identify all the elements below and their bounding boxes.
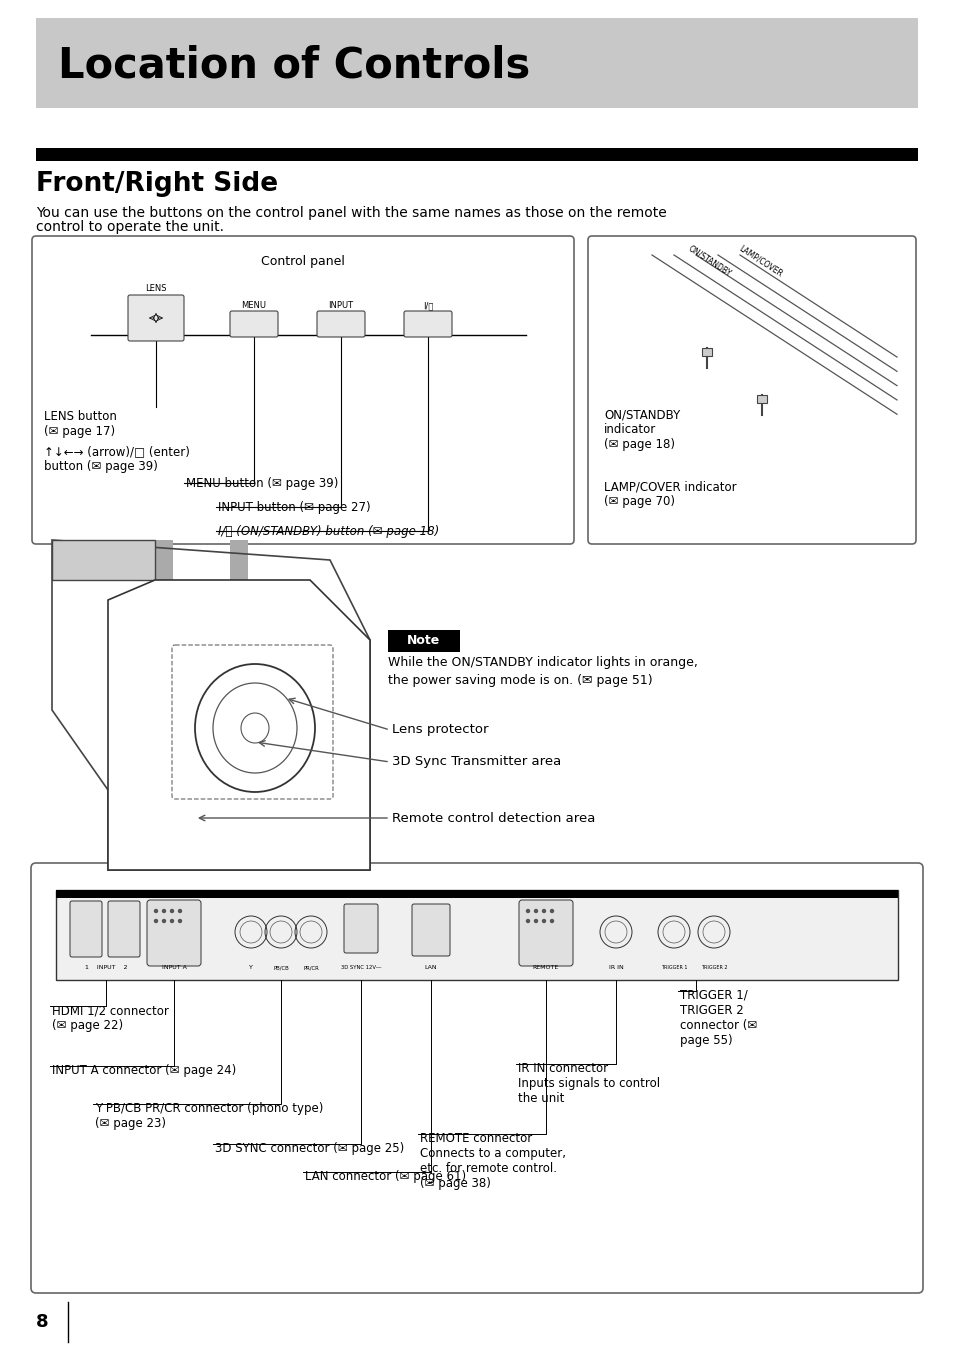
Text: PR/CR: PR/CR	[303, 965, 318, 969]
Text: I/⏻ (ON/STANDBY) button (✉ page 18): I/⏻ (ON/STANDBY) button (✉ page 18)	[218, 525, 438, 538]
Circle shape	[550, 919, 553, 922]
Circle shape	[154, 910, 157, 913]
Text: LENS button
(✉ page 17): LENS button (✉ page 17)	[44, 410, 117, 438]
Text: INPUT A: INPUT A	[161, 965, 186, 969]
Text: IR IN: IR IN	[608, 965, 622, 969]
Text: 3D SYNC 12V―: 3D SYNC 12V―	[340, 965, 381, 969]
Text: Remote control detection area: Remote control detection area	[392, 811, 595, 825]
FancyBboxPatch shape	[70, 900, 102, 957]
Bar	[701, 347, 711, 356]
Text: Front/Right Side: Front/Right Side	[36, 170, 278, 197]
Text: Lens protector: Lens protector	[392, 723, 488, 737]
Text: ON/STANDBY
indicator
(✉ page 18): ON/STANDBY indicator (✉ page 18)	[603, 408, 679, 452]
Text: 1    INPUT    2: 1 INPUT 2	[85, 965, 127, 969]
Text: INPUT: INPUT	[328, 301, 354, 310]
Text: 3D SYNC connector (✉ page 25): 3D SYNC connector (✉ page 25)	[214, 1142, 404, 1155]
Text: LAN connector (✉ page 61): LAN connector (✉ page 61)	[305, 1169, 466, 1183]
Bar	[36, 18, 917, 108]
Text: ON/STANDBY: ON/STANDBY	[686, 243, 733, 279]
Text: IR IN connector
Inputs signals to control
the unit: IR IN connector Inputs signals to contro…	[517, 1063, 659, 1105]
Text: Note: Note	[407, 634, 440, 648]
FancyBboxPatch shape	[344, 904, 377, 953]
Circle shape	[154, 919, 157, 922]
Text: INPUT button (✉ page 27): INPUT button (✉ page 27)	[218, 502, 370, 514]
FancyBboxPatch shape	[412, 904, 450, 956]
Bar	[757, 395, 766, 403]
Polygon shape	[52, 539, 154, 580]
Circle shape	[162, 910, 165, 913]
Bar	[388, 630, 459, 652]
Polygon shape	[108, 580, 370, 869]
FancyBboxPatch shape	[32, 237, 574, 544]
FancyBboxPatch shape	[128, 295, 184, 341]
Circle shape	[162, 919, 165, 922]
FancyBboxPatch shape	[403, 311, 452, 337]
Circle shape	[171, 919, 173, 922]
Text: Y: Y	[249, 965, 253, 969]
Circle shape	[550, 910, 553, 913]
Text: Location of Controls: Location of Controls	[58, 45, 530, 87]
Text: 8: 8	[36, 1313, 49, 1330]
Text: You can use the buttons on the control panel with the same names as those on the: You can use the buttons on the control p…	[36, 206, 666, 220]
Circle shape	[542, 919, 545, 922]
Text: control to operate the unit.: control to operate the unit.	[36, 220, 224, 234]
FancyBboxPatch shape	[316, 311, 365, 337]
Circle shape	[526, 919, 529, 922]
Text: LAMP/COVER indicator
(✉ page 70): LAMP/COVER indicator (✉ page 70)	[603, 480, 736, 508]
Text: ↑↓←→ (arrow)/□ (enter)
button (✉ page 39): ↑↓←→ (arrow)/□ (enter) button (✉ page 39…	[44, 445, 190, 473]
Text: MENU button (✉ page 39): MENU button (✉ page 39)	[186, 477, 338, 489]
Bar	[154, 539, 172, 860]
Bar	[230, 539, 248, 860]
Circle shape	[178, 919, 181, 922]
Bar	[36, 147, 917, 161]
Bar	[56, 890, 897, 980]
Text: REMOTE: REMOTE	[533, 965, 558, 969]
Text: LENS: LENS	[145, 284, 167, 293]
Text: TRIGGER 1: TRIGGER 1	[660, 965, 686, 969]
Text: I/⏻: I/⏻	[422, 301, 433, 310]
Circle shape	[534, 919, 537, 922]
Text: REMOTE connector
Connects to a computer,
etc. for remote control.
(✉ page 38): REMOTE connector Connects to a computer,…	[419, 1132, 565, 1190]
Text: LAMP/COVER: LAMP/COVER	[737, 243, 783, 279]
Text: While the ON/STANDBY indicator lights in orange,
the power saving mode is on. (✉: While the ON/STANDBY indicator lights in…	[388, 656, 698, 687]
FancyBboxPatch shape	[108, 900, 140, 957]
FancyBboxPatch shape	[230, 311, 277, 337]
Text: PB/CB: PB/CB	[273, 965, 289, 969]
Bar	[56, 890, 897, 898]
Circle shape	[534, 910, 537, 913]
FancyBboxPatch shape	[147, 900, 201, 965]
Text: Control panel: Control panel	[261, 256, 345, 269]
Text: LAN: LAN	[424, 965, 436, 969]
FancyBboxPatch shape	[587, 237, 915, 544]
Circle shape	[178, 910, 181, 913]
Text: 3D Sync Transmitter area: 3D Sync Transmitter area	[392, 756, 560, 768]
Text: Y PB/CB PR/CR connector (phono type)
(✉ page 23): Y PB/CB PR/CR connector (phono type) (✉ …	[95, 1102, 323, 1130]
Text: INPUT A connector (✉ page 24): INPUT A connector (✉ page 24)	[52, 1064, 236, 1078]
Circle shape	[526, 910, 529, 913]
Text: HDMI 1/2 connector
(✉ page 22): HDMI 1/2 connector (✉ page 22)	[52, 1005, 169, 1032]
FancyBboxPatch shape	[30, 863, 923, 1293]
Text: TRIGGER 2: TRIGGER 2	[700, 965, 726, 969]
Circle shape	[542, 910, 545, 913]
Circle shape	[171, 910, 173, 913]
FancyBboxPatch shape	[518, 900, 573, 965]
Text: TRIGGER 1/
TRIGGER 2
connector (✉
page 55): TRIGGER 1/ TRIGGER 2 connector (✉ page 5…	[679, 990, 757, 1046]
Text: MENU: MENU	[241, 301, 266, 310]
